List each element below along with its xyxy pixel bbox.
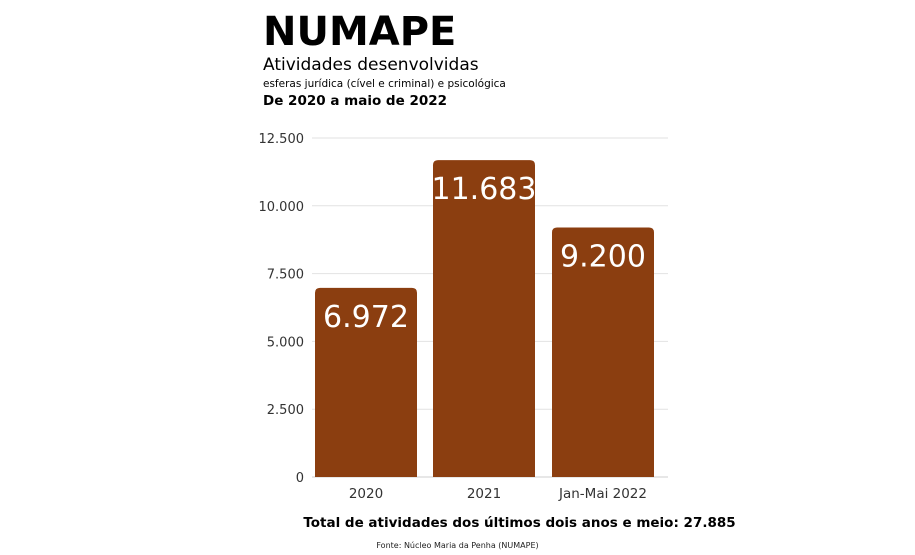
x-tick-label: 2020 [349, 486, 383, 502]
source-note: Fonte: Núcleo Maria da Penha (NUMAPE) [376, 541, 539, 550]
chart-period: De 2020 a maio de 2022 [263, 93, 448, 109]
bar [315, 287, 417, 477]
data-label: 11.683 [432, 172, 537, 207]
bar [433, 160, 535, 477]
y-tick-label: 10.000 [259, 200, 305, 215]
y-tick-label: 7.500 [267, 268, 304, 283]
y-tick-label: 0 [296, 471, 304, 486]
chart-subtitle: Atividades desenvolvidas [263, 55, 479, 75]
y-tick-label: 5.000 [267, 335, 304, 350]
chart-detail: esferas jurídica (cível e criminal) e ps… [263, 78, 506, 90]
data-label: 6.972 [323, 300, 409, 335]
chart-title: NUMAPE [263, 9, 457, 55]
bar [552, 227, 654, 477]
x-tick-label: Jan-Mai 2022 [558, 486, 647, 502]
y-tick-label: 2.500 [267, 403, 304, 418]
total-summary: Total de atividades dos últimos dois ano… [303, 515, 736, 531]
x-tick-label: 2021 [467, 486, 501, 502]
data-label: 9.200 [560, 239, 646, 274]
y-tick-label: 12.500 [259, 132, 305, 147]
